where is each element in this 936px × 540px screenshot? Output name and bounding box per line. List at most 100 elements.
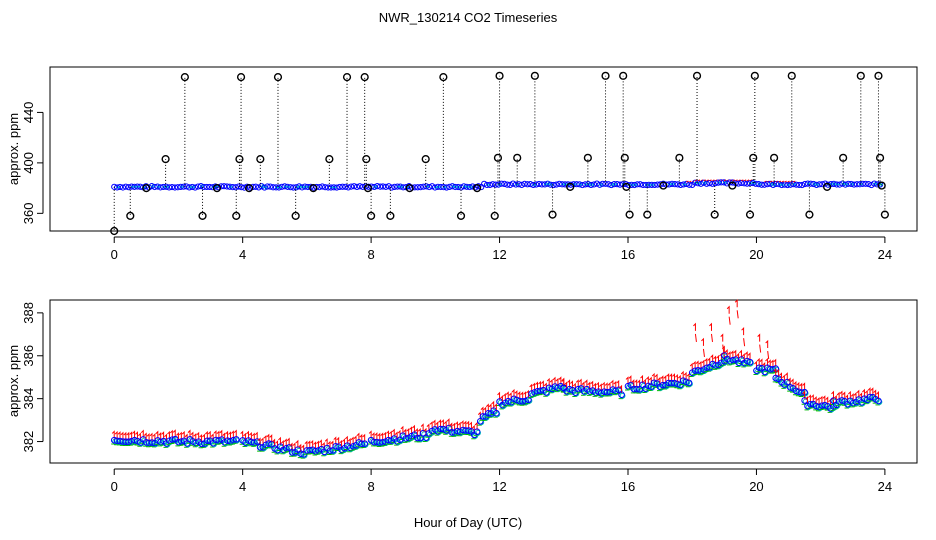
red-flag-mark	[654, 373, 658, 382]
red-flag-mark	[313, 441, 317, 450]
red-flag-mark	[452, 422, 456, 431]
red-flag-mark	[149, 432, 153, 441]
baseline-point	[553, 181, 560, 188]
baseline-point	[377, 183, 384, 190]
bottom-y-tick-label: 384	[21, 388, 36, 410]
red-flag-mark	[598, 383, 602, 392]
blue-sample-point	[358, 440, 366, 448]
blue-sample-point	[807, 400, 814, 408]
spike-point	[692, 71, 702, 80]
spike-point	[244, 184, 254, 193]
baseline-point	[287, 184, 294, 191]
red-flag-mark	[767, 359, 771, 368]
red-flag-mark	[272, 438, 276, 447]
baseline-point	[868, 181, 875, 189]
red-flag-mark	[466, 420, 470, 429]
cyan-sample-point	[398, 437, 404, 444]
baseline-point	[238, 184, 245, 191]
red-flag-mark	[540, 380, 544, 389]
red-flag-mark	[132, 430, 136, 439]
baseline-point	[527, 181, 534, 188]
spike-point	[805, 210, 814, 219]
spike-point	[619, 71, 628, 80]
red-flag-mark	[161, 431, 165, 440]
red-peak-stem	[702, 348, 705, 357]
spike-point	[880, 210, 889, 219]
red-flag-mark	[446, 418, 450, 427]
baseline-point	[252, 183, 259, 190]
red-flag-mark	[549, 378, 553, 388]
red-flag-mark	[383, 431, 387, 440]
red-flag-mark	[233, 429, 237, 438]
red-flag-mark	[523, 391, 527, 400]
red-flag-mark	[839, 390, 843, 399]
baseline-point	[379, 183, 387, 190]
red-flag-mark	[831, 390, 835, 399]
baseline-point	[122, 183, 129, 190]
top-x-tick-label: 24	[878, 247, 892, 262]
spike-point	[875, 153, 885, 162]
red-flag-mark	[344, 435, 348, 444]
red-flag-mark	[193, 432, 197, 442]
red-flag-mark	[596, 381, 599, 390]
spike-point	[235, 154, 244, 164]
red-flag-mark	[680, 370, 684, 379]
red-flag-mark	[143, 432, 147, 441]
baseline-point	[417, 184, 424, 191]
red-peak-stem	[736, 310, 739, 319]
red-flag-mark	[114, 430, 118, 440]
baseline-point	[535, 180, 543, 188]
red-flag-mark	[613, 380, 617, 390]
red-flag-mark	[228, 431, 231, 440]
red-flag-mark	[409, 426, 413, 435]
red-flag-mark	[391, 428, 395, 437]
red-flag-mark	[502, 392, 506, 402]
red-trace-mark	[775, 180, 779, 183]
baseline-point	[382, 183, 389, 190]
baseline-point	[322, 184, 329, 191]
red-flag-mark	[802, 382, 806, 391]
baseline-point	[345, 184, 352, 191]
baseline-point	[613, 181, 621, 188]
red-flag-mark	[625, 376, 629, 385]
red-flag-mark	[231, 430, 234, 439]
red-flag-mark	[634, 379, 638, 388]
cyan-sample-point	[362, 441, 369, 448]
red-flag-mark	[810, 394, 814, 403]
red-flag-mark	[813, 396, 817, 405]
red-flag-mark	[716, 355, 719, 364]
baseline-point	[229, 184, 236, 191]
spike-point	[439, 72, 448, 82]
spike-point	[622, 182, 631, 191]
cyan-sample-point	[616, 387, 623, 394]
red-flag-mark	[336, 436, 340, 445]
blue-sample-point	[326, 447, 334, 454]
baseline-point	[590, 181, 598, 188]
blue-sample-point	[685, 379, 693, 387]
red-trace-mark	[738, 179, 741, 182]
red-flag-mark	[601, 381, 605, 390]
baseline-point	[353, 183, 361, 191]
spike-point	[874, 71, 883, 80]
baseline-point	[836, 181, 843, 188]
baseline-point	[533, 181, 540, 188]
red-flag-mark	[295, 439, 299, 448]
red-flag-mark	[862, 388, 865, 398]
baseline-point	[469, 183, 476, 190]
spike-point	[362, 154, 371, 164]
red-flag-mark	[619, 384, 623, 394]
red-trace-mark	[706, 179, 709, 182]
spike-point	[877, 181, 886, 190]
red-flag-mark	[555, 377, 559, 387]
baseline-point	[336, 183, 343, 191]
red-trace-mark	[732, 179, 735, 182]
blue-sample-point	[659, 381, 667, 389]
baseline-point	[697, 180, 704, 187]
red-flag-mark	[412, 424, 415, 434]
spike-point	[472, 184, 482, 193]
red-flag-mark	[535, 381, 539, 390]
red-trace-mark	[784, 180, 787, 183]
blue-sample-point	[361, 440, 368, 447]
x-axis-label: Hour of Day (UTC)	[414, 515, 522, 530]
blue-sample-point	[746, 358, 754, 366]
